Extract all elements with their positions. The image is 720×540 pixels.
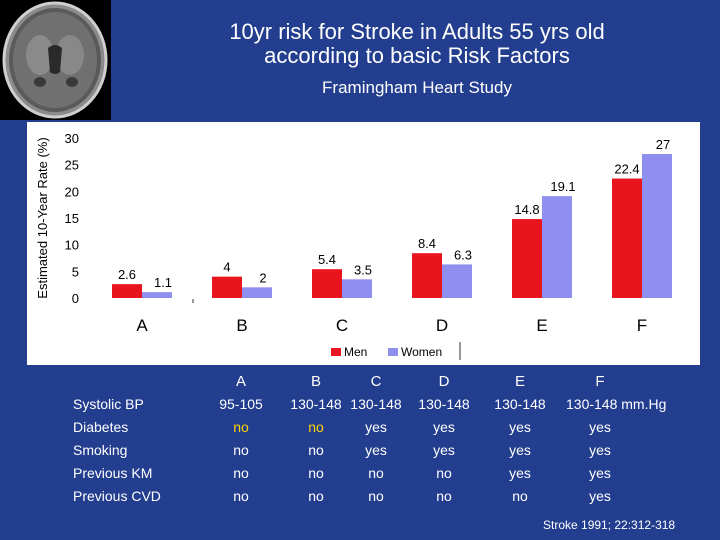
legend-swatch-women [388,348,398,356]
page-subtitle: Framingham Heart Study [322,78,512,97]
table-cell: yes [589,419,611,435]
bar-women-F [642,154,672,298]
table-cell: yes [589,465,611,481]
table-cell: 130-148 [350,396,402,412]
y-tick-label: 20 [65,184,79,199]
table-cell: no [308,488,324,504]
bar-men-A [112,284,142,298]
data-label-men-B: 4 [223,260,230,275]
table-cell: 130-148 [418,396,470,412]
bar-women-C [342,279,372,298]
table-cell: no [233,419,249,435]
table-cell: 95-105 [219,396,263,412]
y-tick-label: 0 [72,291,79,306]
data-label-men-A: 2.6 [118,267,136,282]
table-cell: yes [509,442,531,458]
table-header-A: A [235,373,246,390]
legend-label-women: Women [401,345,442,359]
bar-men-F [612,178,642,298]
table-cell: yes [433,442,455,458]
table-cell: yes [589,488,611,504]
table-cell: no [233,442,249,458]
data-label-men-D: 8.4 [418,236,436,251]
data-label-women-E: 19.1 [550,179,575,194]
category-label-B: B [236,316,247,335]
bar-women-B [242,287,272,298]
table-cell: yes [509,419,531,435]
bar-chart: Estimated 10-Year Rate (%) 0 5 10 15 20 25 30 2.… [35,131,672,360]
table-cell: no [308,419,324,435]
table-cell: no [436,465,452,481]
bar-men-D [412,253,442,298]
data-label-women-A: 1.1 [154,275,172,290]
y-tick-label: 30 [65,131,79,146]
data-label-women-F: 27 [656,137,670,152]
table-cell: no [233,488,249,504]
table-cell: no [233,465,249,481]
table-cell: 130-148 mm.Hg [566,396,667,412]
category-label-F: F [637,316,647,335]
table-row-label: Diabetes [73,419,129,435]
table-cell: no [512,488,528,504]
bar-men-C [312,269,342,298]
table-cell: yes [589,442,611,458]
table-row-label: Previous CVD [73,488,161,504]
table-row-label: Systolic BP [73,396,144,412]
table-header-B: B [310,373,321,390]
bar-women-A [142,292,172,298]
data-label-women-D: 6.3 [454,247,472,262]
table-cell: no [368,488,384,504]
category-label-A: A [136,316,148,335]
table-row-label: Smoking [73,442,128,458]
data-label-men-E: 14.8 [514,202,539,217]
category-label-D: D [436,316,448,335]
y-axis-label: Estimated 10-Year Rate (%) [35,137,50,298]
category-label-C: C [336,316,348,335]
title-line-1: 10yr risk for Stroke in Adults 55 yrs ol… [229,19,605,44]
bar-men-B [212,276,242,298]
y-tick-label: 5 [72,264,79,279]
table-cell: yes [365,442,387,458]
table-cell: no [308,442,324,458]
table-header-C: C [370,373,382,390]
category-label-E: E [536,316,547,335]
table-cell: no [308,465,324,481]
brain-ct-image [0,0,111,120]
table-cell: yes [509,465,531,481]
table-row-label: Previous KM [73,465,153,481]
citation: Stroke 1991; 22:312-318 [543,518,676,532]
table-cell: yes [365,419,387,435]
title-line-2: according to basic Risk Factors [264,43,570,68]
table-header-F: F [595,373,605,390]
legend-swatch-men [331,348,341,356]
bar-women-E [542,196,572,298]
bar-men-E [512,219,542,298]
bar-women-D [442,264,472,298]
table-cell: 130-148 [290,396,342,412]
chart-panel: Estimated 10-Year Rate (%) 0 5 10 15 20 25 30 2.… [27,122,700,365]
y-tick-label: 10 [65,238,79,253]
data-label-women-C: 3.5 [354,262,372,277]
table-header-E: E [514,373,525,390]
table-cell: 130-148 [494,396,546,412]
data-label-men-C: 5.4 [318,252,336,267]
data-label-women-B: 2 [259,270,266,285]
table-cell: no [368,465,384,481]
table-header-D: D [438,373,450,390]
legend-label-men: Men [344,345,367,359]
table-cell: yes [433,419,455,435]
y-tick-label: 15 [65,211,79,226]
page-title: 10yr risk for Stroke in Adults 55 yrs ol… [150,20,684,68]
data-label-men-F: 22.4 [614,162,639,177]
y-tick-label: 25 [65,158,79,173]
table-cell: no [436,488,452,504]
